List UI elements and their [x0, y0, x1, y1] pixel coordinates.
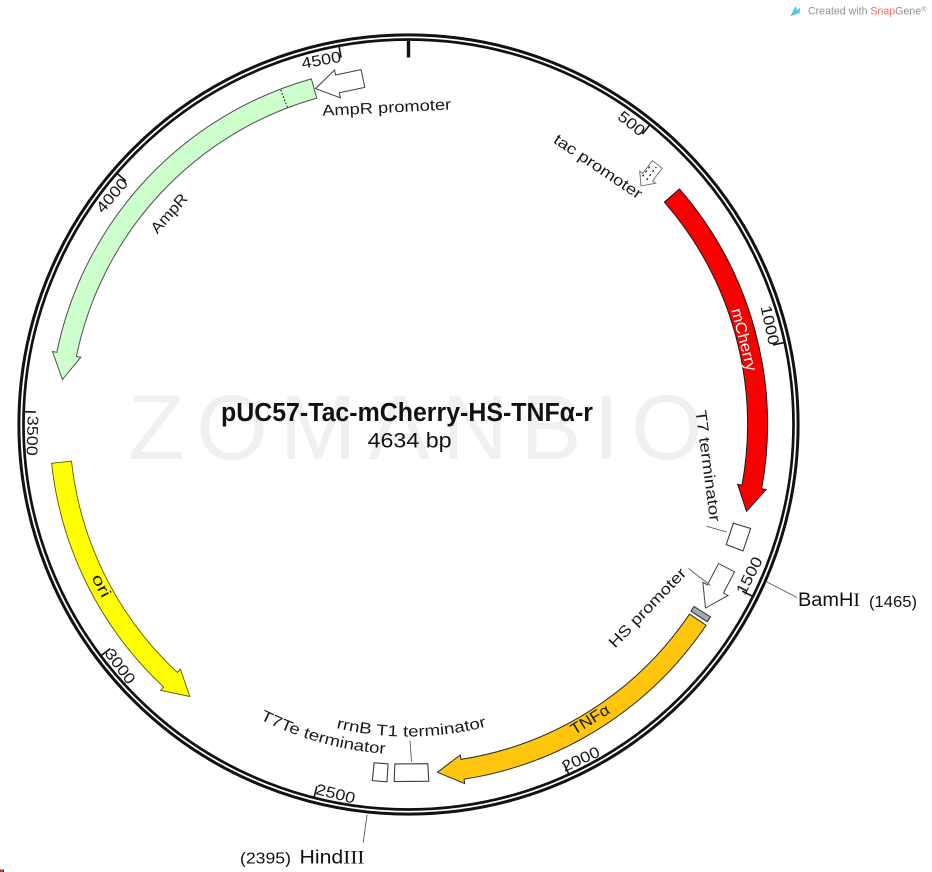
svg-text:pUC57-Tac-mCherry-HS-TNFα-r: pUC57-Tac-mCherry-HS-TNFα-r — [221, 399, 593, 427]
svg-text:ZOMANBIO: ZOMANBIO — [128, 377, 715, 479]
svg-text:(2395): (2395) — [240, 851, 291, 868]
svg-text:AmpR promoter: AmpR promoter — [322, 97, 452, 120]
svg-text:3500: 3500 — [23, 416, 41, 457]
svg-text:(1465): (1465) — [869, 594, 917, 611]
svg-text:Created with SnapGene®: Created with SnapGene® — [808, 5, 927, 18]
svg-text:4634 bp: 4634 bp — [368, 429, 452, 452]
